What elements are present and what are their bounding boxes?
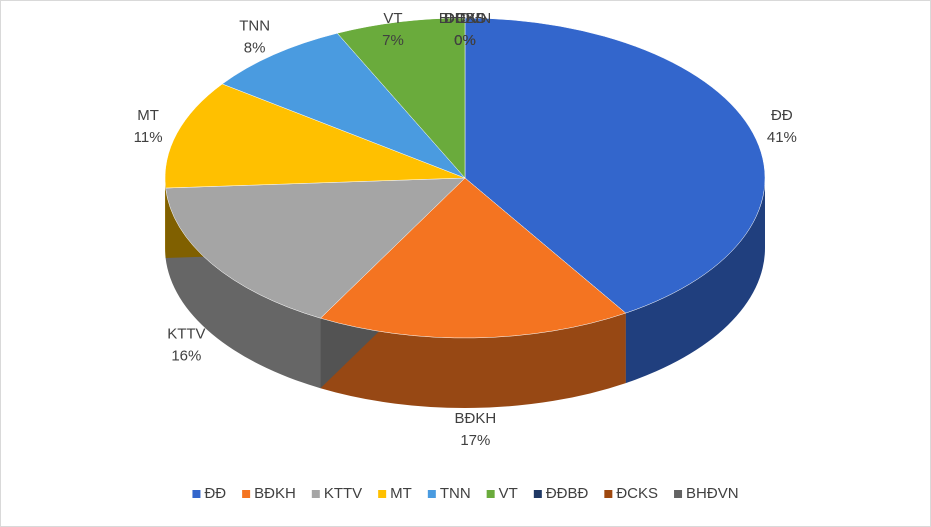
legend-swatch — [486, 490, 495, 498]
legend-swatch — [427, 490, 436, 498]
slice — [336, 17, 466, 179]
slice — [464, 17, 766, 314]
data-label: 17% — [460, 432, 490, 449]
data-label-name: BĐKH — [455, 410, 497, 427]
data-label-name: KTTV — [167, 325, 205, 342]
data-label: 8% — [244, 40, 266, 57]
legend-label: ĐĐBĐ — [546, 485, 589, 502]
legend-label: BHĐVN — [686, 485, 739, 502]
legend-swatch — [192, 490, 201, 498]
data-label: 0% — [454, 32, 476, 49]
data-label: 0% — [454, 32, 476, 49]
data-label-name: TNN — [239, 18, 270, 35]
data-label-name: ĐCKS — [444, 10, 486, 27]
slice-side — [165, 188, 321, 389]
slice — [164, 83, 466, 189]
legend-label: VT — [499, 485, 518, 502]
legend-swatch — [378, 490, 387, 498]
data-label: 7% — [382, 32, 404, 49]
legend-label: MT — [390, 485, 412, 502]
legend-swatch — [242, 490, 251, 498]
data-label-name: BHĐVN — [439, 10, 492, 27]
data-label: 0% — [454, 32, 476, 49]
slice — [221, 32, 466, 179]
slice-side — [165, 178, 166, 259]
data-label: 41% — [767, 129, 797, 146]
data-label-name: ĐĐ — [771, 107, 793, 124]
legend-swatch — [311, 490, 320, 498]
data-label-name: MT — [137, 107, 159, 124]
legend-swatch — [674, 490, 683, 498]
slice-side — [320, 313, 626, 409]
data-label: 11% — [134, 129, 163, 146]
legend-label: BĐKH — [254, 485, 296, 502]
legend-label: ĐĐ — [204, 485, 226, 502]
legend-swatch — [533, 490, 542, 498]
data-label-name: ĐĐBĐ — [444, 10, 487, 27]
legend-swatch — [604, 490, 613, 498]
data-label: 16% — [171, 347, 201, 364]
slice — [165, 177, 466, 319]
data-label-name: VT — [383, 10, 402, 27]
slice — [319, 177, 627, 339]
legend-label: ĐCKS — [616, 485, 658, 502]
legend-label: TNN — [440, 485, 471, 502]
legend-label: KTTV — [324, 485, 362, 502]
